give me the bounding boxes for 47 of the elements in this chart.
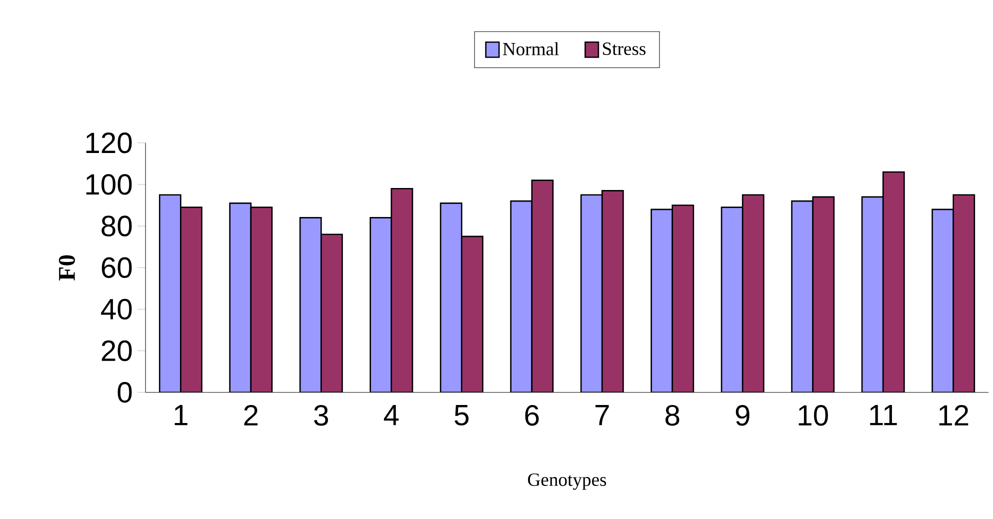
legend-label: Normal	[502, 42, 559, 56]
bar	[952, 194, 976, 392]
bar	[158, 194, 182, 392]
x-tick-label: 5	[454, 405, 469, 426]
bar	[580, 194, 603, 392]
x-tick-label: 9	[736, 405, 750, 426]
y-tick-label: 100	[86, 174, 132, 195]
x-tick-label: 1	[174, 405, 188, 426]
bar	[672, 204, 694, 392]
y-tick-label: 120	[86, 132, 132, 154]
bar	[299, 217, 322, 392]
bar	[932, 208, 954, 392]
bar	[861, 196, 884, 392]
y-axis-title: F0	[58, 255, 75, 280]
bar	[229, 202, 252, 392]
legend-label: Stress	[602, 42, 646, 56]
bar	[812, 196, 835, 392]
x-tick-label: 6	[525, 405, 539, 426]
x-tick-label: 12	[939, 405, 968, 426]
x-tick-label: 2	[244, 405, 258, 426]
x-tick-label: 3	[314, 405, 328, 426]
x-tick-label: 4	[384, 405, 399, 426]
x-tick-label: 11	[870, 405, 897, 426]
y-tick-label: 60	[102, 257, 132, 278]
bar	[370, 217, 392, 392]
bar	[460, 236, 484, 392]
x-tick-label: 7	[595, 405, 609, 426]
bar	[390, 188, 414, 392]
bar	[320, 234, 343, 392]
bar	[601, 190, 624, 392]
bar	[250, 206, 273, 392]
bar	[531, 180, 554, 392]
bar	[440, 202, 462, 392]
bar	[180, 206, 202, 392]
x-axis-title: Genotypes	[528, 473, 606, 490]
bar	[510, 200, 533, 392]
y-tick-label: 40	[101, 298, 132, 320]
y-tick-label: 20	[102, 340, 132, 362]
y-tick-label: 80	[102, 216, 132, 236]
x-tick-label: 10	[798, 405, 828, 426]
bar	[791, 200, 814, 392]
bar	[882, 171, 905, 392]
bar	[742, 194, 764, 392]
bar	[720, 206, 744, 392]
bar	[650, 208, 674, 392]
x-tick-label: 8	[666, 405, 680, 426]
y-tick-label: 0	[118, 382, 132, 403]
